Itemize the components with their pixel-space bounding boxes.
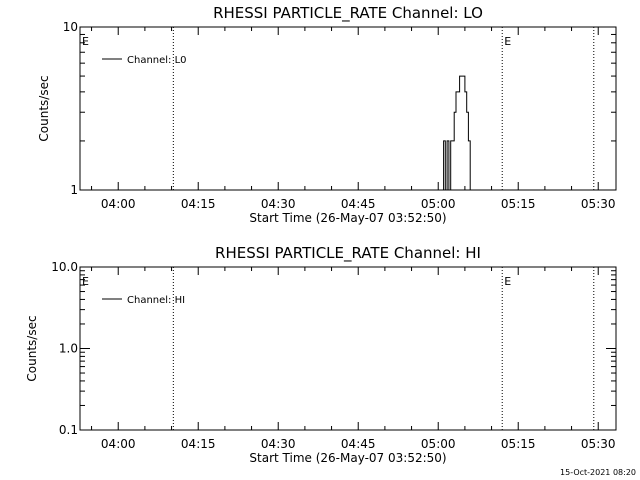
chart-title: RHESSI PARTICLE_RATE Channel: HI	[215, 244, 481, 263]
x-tick-label: 04:00	[101, 437, 136, 451]
x-tick-label: 04:30	[261, 197, 296, 211]
chart-panel-2: RHESSI PARTICLE_RATE Channel: HI 04:00 04:…	[25, 244, 617, 465]
x-tick-label: 05:15	[501, 197, 536, 211]
y-axis-title: Counts/sec	[25, 315, 39, 381]
plot-frame	[79, 26, 617, 191]
x-tick-label: 04:45	[341, 437, 376, 451]
x-tick-label: 04:15	[181, 437, 216, 451]
event-marker-label: E	[504, 35, 511, 48]
x-tick-label: 05:30	[581, 437, 616, 451]
x-tick-label: 04:45	[341, 197, 376, 211]
y-tick-label: 0.1	[59, 423, 78, 437]
x-tick-label: 05:00	[421, 437, 456, 451]
x-tick-label: 05:30	[581, 197, 616, 211]
event-marker-label: E	[82, 35, 89, 48]
legend-entry: Channel: HI	[127, 295, 185, 306]
chart-panel-1: RHESSI PARTICLE_RATE Channel: LO 04:00 04:…	[37, 4, 617, 225]
y-tick-label: 10	[63, 20, 78, 34]
x-axis-title: Start Time (26-May-07 03:52:50)	[249, 451, 446, 465]
x-axis-title: Start Time (26-May-07 03:52:50)	[249, 211, 446, 225]
event-marker-label: E	[82, 275, 89, 288]
x-tick-label: 05:00	[421, 197, 456, 211]
x-tick-label: 04:30	[261, 437, 296, 451]
x-tick-label: 05:15	[501, 437, 536, 451]
series-line	[438, 75, 472, 191]
chart-title: RHESSI PARTICLE_RATE Channel: LO	[213, 4, 483, 23]
y-tick-label: 1	[70, 183, 78, 197]
y-tick-label: 1.0	[59, 342, 78, 356]
x-tick-label: 04:15	[181, 197, 216, 211]
x-tick-label: 04:00	[101, 197, 136, 211]
footer-timestamp: 15-Oct-2021 08:20	[560, 468, 636, 477]
event-marker-label: E	[504, 275, 511, 288]
y-tick-label: 10.0	[51, 260, 78, 274]
plot-frame	[79, 266, 617, 431]
y-axis-title: Counts/sec	[37, 75, 51, 141]
legend-entry: Channel: L0	[127, 55, 187, 66]
